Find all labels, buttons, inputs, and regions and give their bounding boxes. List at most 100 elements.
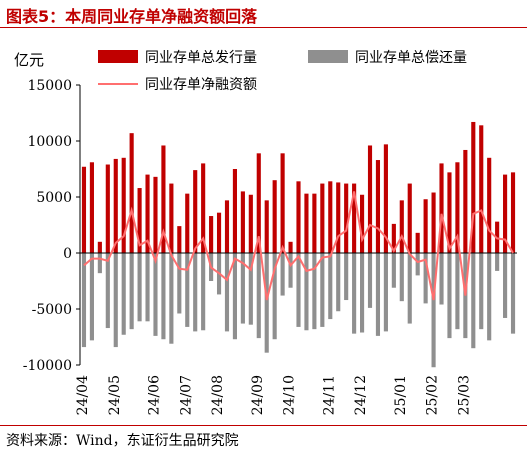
- repayment-bar: [272, 253, 277, 340]
- repayment-bar: [89, 253, 94, 341]
- repayment-bar: [447, 253, 452, 339]
- x-tick-label: 24/09: [250, 375, 266, 415]
- repayment-bar: [280, 253, 285, 296]
- issuance-bar: [113, 158, 118, 253]
- issuance-bar: [423, 199, 428, 253]
- issuance-bar: [407, 183, 412, 253]
- figure-title: 图表5：本周同业存单净融资额回落: [6, 7, 258, 26]
- repayment-bar: [304, 253, 309, 331]
- issuance-bar: [161, 145, 166, 253]
- issuance-bar: [256, 153, 261, 253]
- issuance-bar: [177, 226, 182, 253]
- repayment-bar: [177, 253, 182, 314]
- issuance-bar: [97, 241, 102, 253]
- repayment-bar: [232, 253, 238, 340]
- x-tick-label: 24/11: [321, 375, 337, 415]
- repayment-bar: [113, 253, 118, 348]
- y-tick-label: 0: [63, 246, 72, 262]
- issuance-bar: [463, 149, 468, 253]
- repayment-bar: [455, 253, 460, 330]
- x-tick-label: 24/10: [282, 375, 298, 415]
- repayment-bar: [201, 253, 206, 331]
- issuance-bar: [487, 157, 492, 253]
- y-tick-label: -5000: [32, 302, 72, 318]
- issuance-bar: [240, 191, 245, 253]
- repayment-bar: [248, 253, 253, 325]
- legend-repayment-label: 同业存单总偿还量: [355, 50, 467, 66]
- x-tick-label: 25/01: [393, 375, 409, 415]
- issuance-bar: [89, 162, 94, 253]
- y-tick-label: -10000: [23, 358, 72, 374]
- repayment-bar: [510, 253, 516, 334]
- repayment-bar: [153, 253, 158, 336]
- repayment-bar: [81, 253, 87, 348]
- y-axis-label: 亿元: [14, 51, 44, 69]
- issuance-bar: [264, 200, 269, 253]
- repayment-bar: [487, 253, 492, 341]
- repayment-bar: [320, 253, 325, 327]
- issuance-bar: [272, 180, 277, 253]
- legend-issuance-swatch: [98, 50, 138, 63]
- repayment-bar: [479, 253, 484, 330]
- issuance-bar: [288, 241, 293, 253]
- repayment-bar: [193, 253, 198, 332]
- repayment-bar: [399, 253, 404, 302]
- repayment-bar: [121, 253, 126, 335]
- issuance-bar: [169, 183, 174, 253]
- source-note: 资料来源：Wind，东证衍生品研究院: [6, 433, 239, 449]
- repayment-bar: [383, 253, 388, 332]
- issuance-bar: [344, 183, 349, 253]
- issuance-bar: [304, 193, 309, 253]
- issuance-bar: [455, 162, 460, 253]
- issuance-bar: [383, 144, 388, 253]
- x-tick-label: 24/04: [75, 375, 91, 415]
- repayment-bar: [240, 253, 245, 324]
- repayment-bar: [415, 253, 420, 276]
- source-rule: [0, 425, 527, 426]
- repayment-bar: [137, 253, 142, 322]
- repayment-bar: [105, 253, 110, 329]
- repayment-bar: [161, 253, 166, 340]
- repayment-bar: [503, 253, 508, 318]
- issuance-bar: [153, 176, 158, 253]
- repayment-bar: [439, 253, 444, 305]
- repayment-bar: [367, 253, 373, 308]
- x-tick-label: 24/06: [146, 375, 162, 415]
- repayment-bar: [423, 253, 428, 304]
- repayment-bar: [296, 253, 301, 327]
- issuance-bar: [232, 169, 238, 253]
- repayment-bar: [169, 253, 174, 344]
- issuance-bar: [312, 193, 317, 253]
- issuance-bar: [415, 232, 420, 253]
- repayment-bar: [431, 253, 436, 368]
- repayment-bar: [312, 253, 317, 330]
- issuance-bar: [439, 163, 444, 253]
- x-tick-label: 24/08: [210, 375, 226, 415]
- issuance-bar: [81, 166, 87, 253]
- x-axis-ticks: 24/04 24/05 24/06 24/07 24/08 24/09 24/10 24/11…: [75, 375, 472, 415]
- issuance-bar: [447, 172, 452, 253]
- repayment-bar: [97, 253, 102, 274]
- repayment-bar: [352, 253, 357, 334]
- issuance-bar: [391, 223, 396, 253]
- repayment-bar: [328, 253, 333, 320]
- issuance-bar: [399, 200, 404, 253]
- repayment-bar: [288, 253, 293, 288]
- repayment-bar: [336, 253, 341, 312]
- issuance-bar: [359, 194, 365, 253]
- issuance-bar: [280, 153, 285, 253]
- repayment-bar: [407, 253, 412, 324]
- issuance-bar: [510, 172, 516, 253]
- issuance-bar: [431, 192, 436, 253]
- issuance-bar: [479, 125, 484, 253]
- repayment-bar: [344, 253, 349, 301]
- issuance-bar: [352, 183, 357, 253]
- issuance-bar: [471, 121, 476, 254]
- issuance-bar: [185, 193, 190, 253]
- repayment-bar: [264, 253, 269, 353]
- legend-issuance-label: 同业存单总发行量: [145, 50, 257, 66]
- repayment-bar: [129, 253, 134, 330]
